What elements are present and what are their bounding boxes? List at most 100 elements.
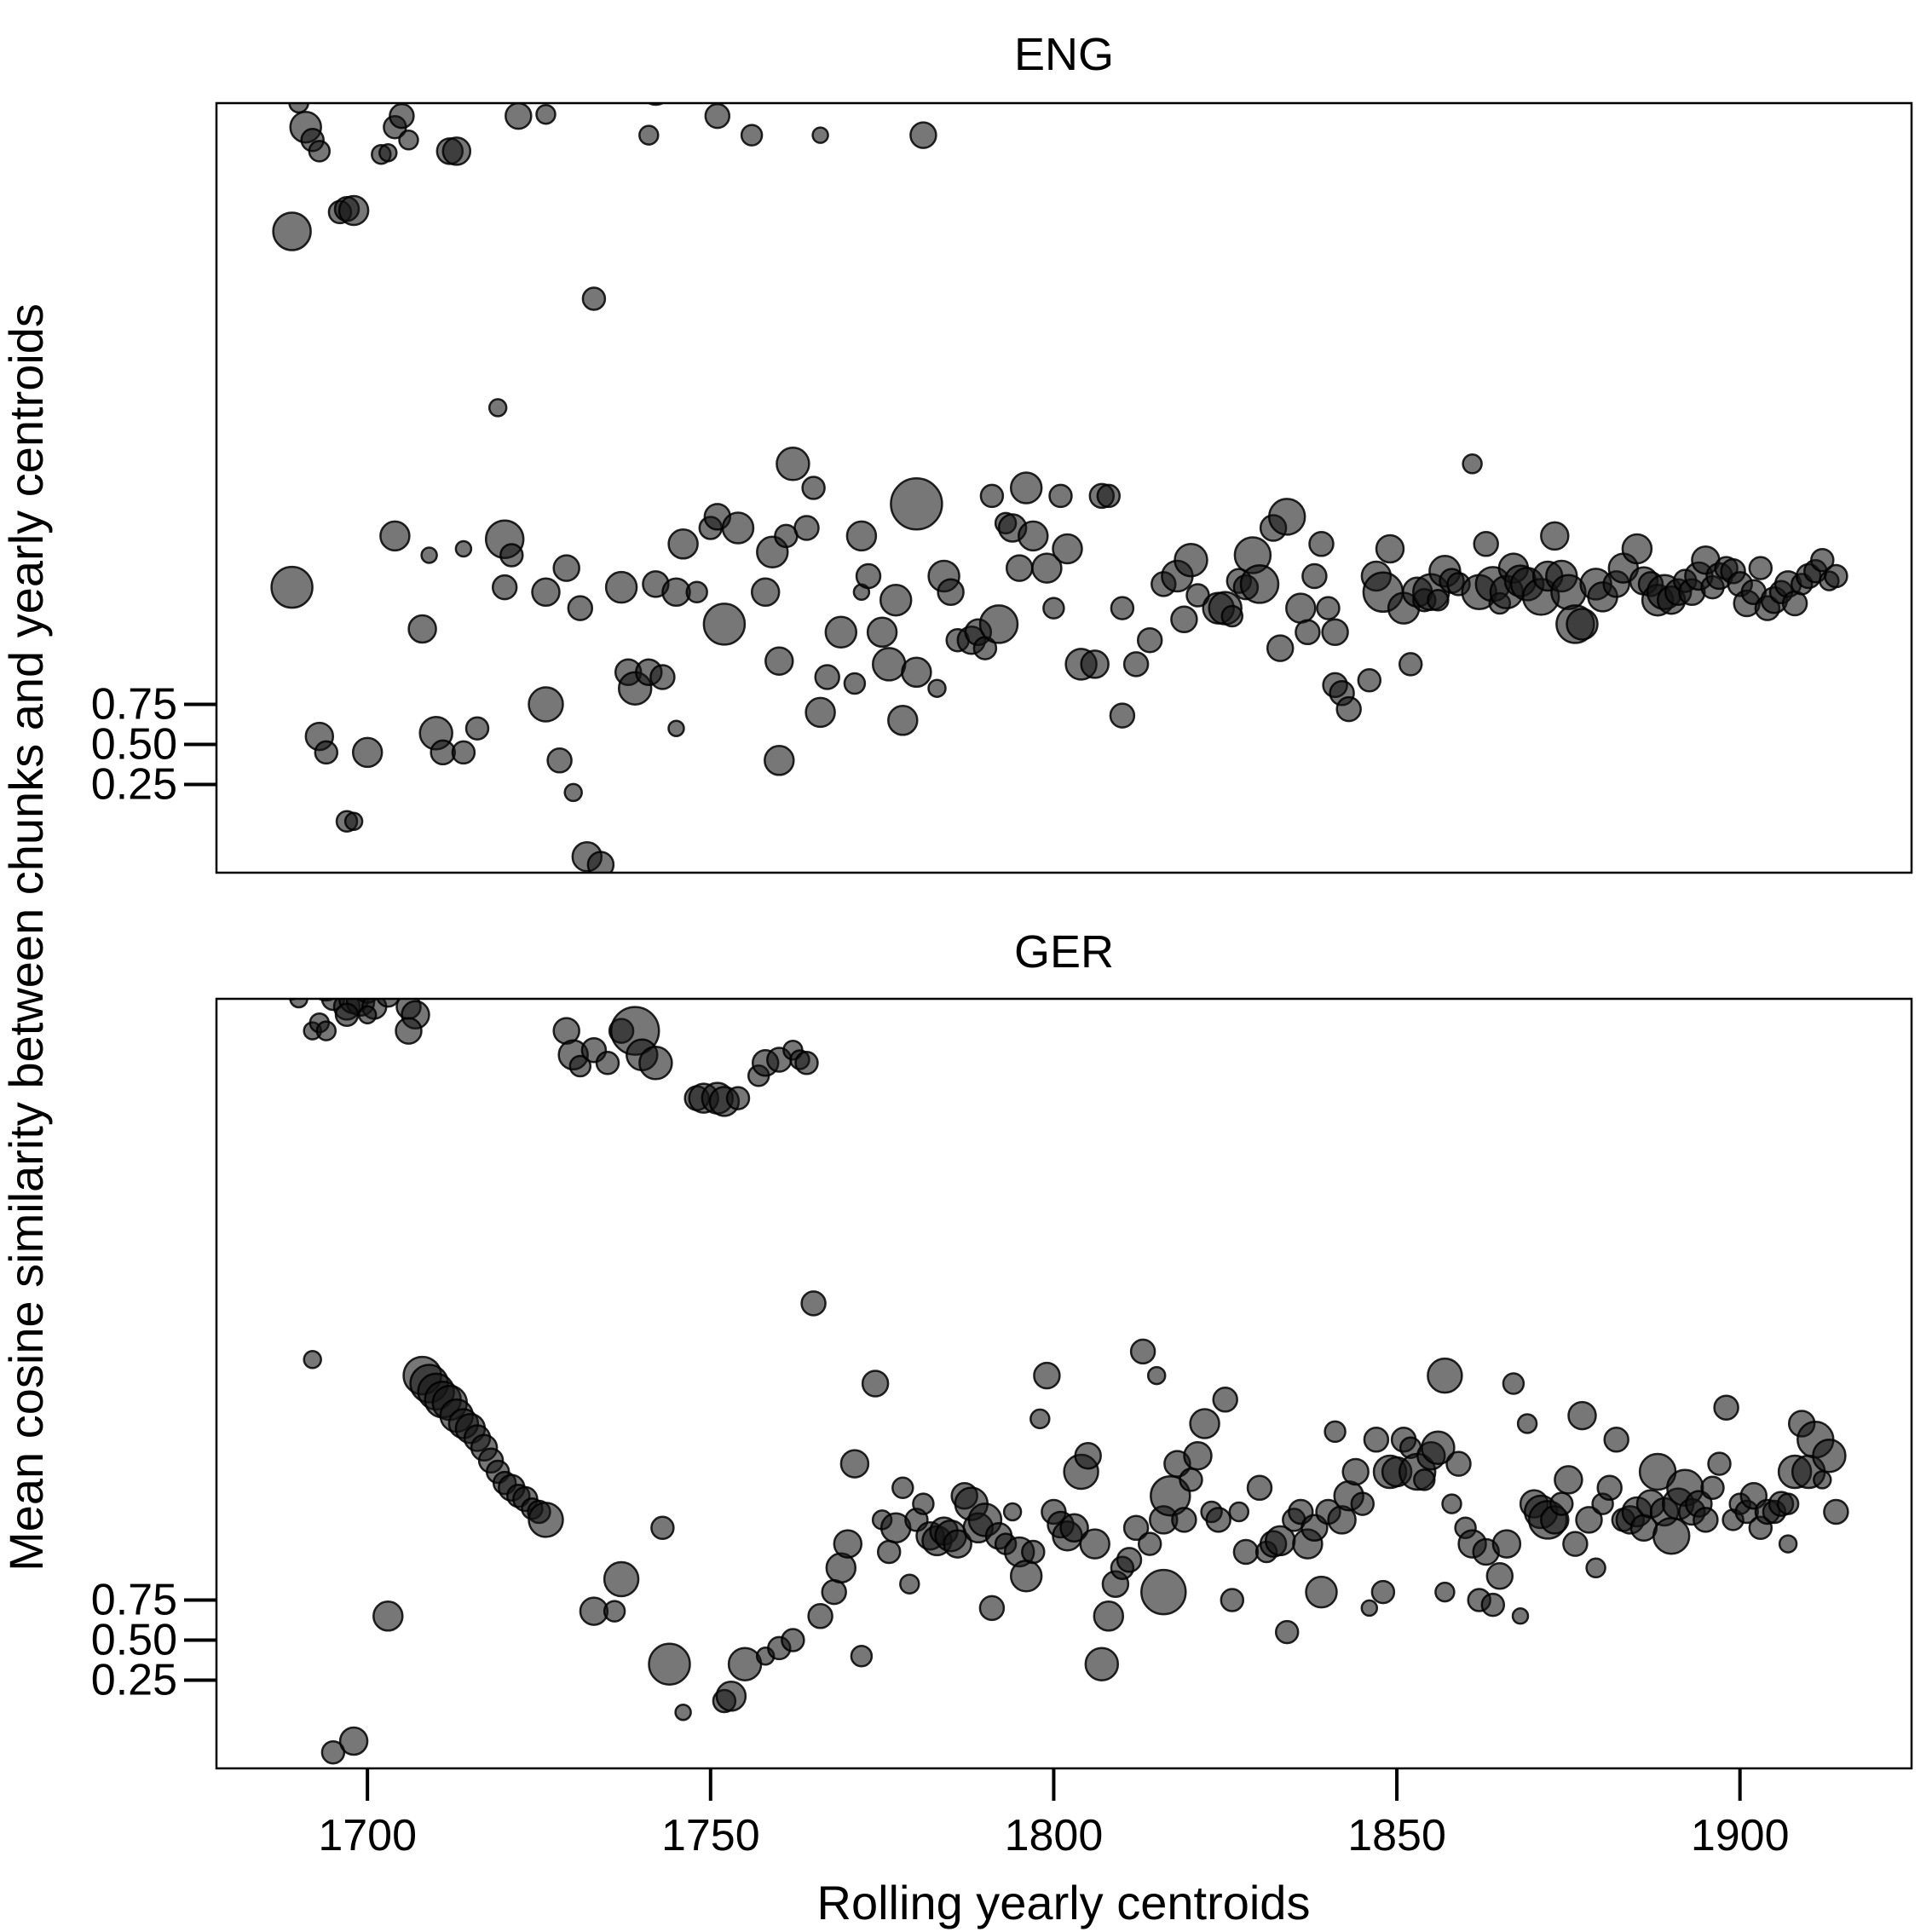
y-tick-label: 0.25 — [91, 760, 177, 810]
data-point — [1246, 1474, 1273, 1502]
data-point — [337, 194, 370, 227]
data-point — [721, 511, 755, 545]
data-point — [604, 570, 638, 604]
data-point — [855, 562, 882, 590]
data-point — [843, 672, 867, 695]
data-point — [491, 574, 518, 601]
data-point — [1174, 542, 1208, 578]
data-point — [499, 543, 524, 568]
data-point — [430, 739, 456, 766]
data-point — [899, 1573, 920, 1595]
data-point — [740, 124, 764, 147]
data-point — [781, 1628, 805, 1652]
data-point — [1321, 618, 1349, 647]
data-point — [1370, 1579, 1396, 1605]
data-point — [927, 678, 947, 698]
data-point — [1122, 1514, 1150, 1542]
data-point — [1776, 1492, 1800, 1515]
data-point — [1350, 1491, 1375, 1516]
data-point — [1427, 1357, 1463, 1394]
data-point — [887, 705, 919, 736]
data-point — [805, 696, 836, 729]
y-tick-label: 0.50 — [91, 720, 177, 770]
data-point — [1813, 1470, 1832, 1490]
data-point — [1228, 1501, 1250, 1523]
data-point — [451, 740, 476, 765]
data-point — [650, 1515, 675, 1541]
data-point — [297, 958, 314, 975]
data-point — [1205, 1507, 1231, 1533]
data-point — [315, 1020, 337, 1041]
data-point — [685, 580, 708, 604]
data-point — [1267, 498, 1306, 536]
data-point — [1189, 1408, 1220, 1439]
y-tick-label: 0.25 — [91, 1656, 177, 1705]
data-point — [308, 140, 332, 163]
data-point — [871, 647, 907, 682]
data-point — [505, 103, 533, 130]
data-point — [327, 970, 353, 995]
data-point — [1812, 1438, 1847, 1474]
data-point — [1021, 1539, 1046, 1565]
data-point — [1096, 483, 1122, 509]
data-point — [1491, 1529, 1522, 1559]
data-point — [1110, 596, 1135, 620]
data-point — [901, 656, 932, 689]
plot-frame — [215, 101, 1913, 874]
x-tick-label: 1800 — [1005, 1811, 1104, 1860]
y-axis-label: Mean cosine similarity between chunks an… — [0, 303, 53, 1572]
data-point — [1170, 605, 1198, 634]
data-point — [378, 999, 384, 1000]
data-point — [1074, 1441, 1102, 1470]
data-point — [1445, 1450, 1472, 1477]
data-point — [715, 1681, 747, 1712]
data-point — [1427, 588, 1450, 612]
data-point — [1212, 1387, 1238, 1413]
data-point — [845, 520, 878, 552]
data-point — [879, 583, 913, 617]
data-point — [978, 604, 1019, 644]
data-point — [376, 999, 401, 1008]
data-point — [1567, 1400, 1597, 1431]
data-point — [850, 1645, 874, 1668]
data-point — [727, 1647, 763, 1681]
data-point — [821, 1578, 847, 1606]
data-point — [866, 616, 898, 649]
data-point — [1324, 1420, 1347, 1444]
data-point — [1084, 1647, 1120, 1681]
data-point — [320, 1739, 346, 1765]
data-point — [420, 546, 438, 564]
y-tick-label: 0.50 — [91, 1616, 177, 1665]
data-point — [1031, 552, 1063, 584]
data-point — [638, 124, 660, 146]
data-point — [861, 1370, 890, 1398]
x-tick-label: 1750 — [661, 1811, 760, 1860]
data-point — [649, 664, 676, 690]
data-point — [1232, 1538, 1260, 1566]
data-point — [372, 1600, 404, 1632]
data-points — [286, 958, 1849, 1765]
data-point — [1018, 520, 1049, 552]
data-point — [334, 1002, 360, 1028]
data-point — [1029, 1408, 1051, 1430]
data-point — [528, 686, 564, 723]
data-point — [1516, 1413, 1538, 1434]
data-point — [317, 999, 336, 1002]
data-point — [1778, 1534, 1798, 1554]
data-point — [379, 520, 411, 552]
data-point — [704, 103, 731, 130]
data-point — [814, 664, 840, 690]
data-point — [1122, 651, 1150, 678]
data-point — [464, 716, 490, 741]
data-point — [674, 1703, 692, 1721]
data-point — [839, 1449, 870, 1479]
data-point — [1511, 1607, 1530, 1625]
data-point — [441, 136, 472, 166]
panel-ger: GER 0.250.500.75 1700 1750 1800 1850 1900 — [91, 926, 1913, 1860]
data-point — [586, 851, 615, 873]
data-point — [528, 1502, 564, 1538]
data-point — [343, 811, 364, 832]
data-point — [1183, 1440, 1213, 1471]
data-point — [1136, 626, 1163, 654]
data-point — [1146, 1365, 1167, 1386]
